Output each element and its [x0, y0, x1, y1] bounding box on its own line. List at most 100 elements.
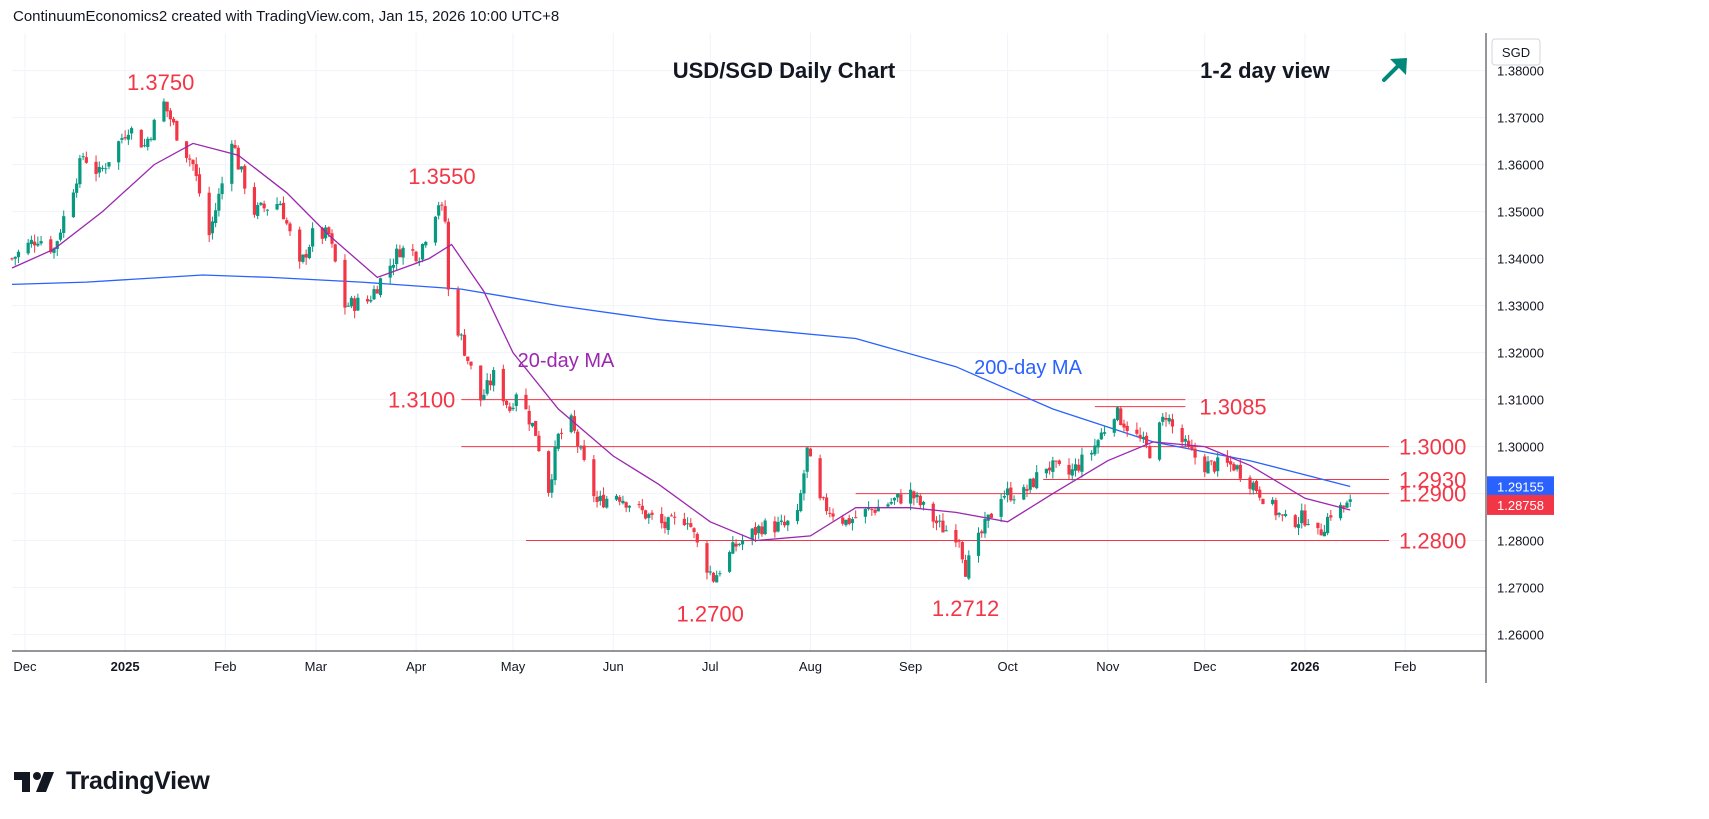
candle-body — [1248, 477, 1252, 489]
candle-body — [556, 433, 560, 449]
candle-body — [372, 289, 376, 300]
candle-body — [757, 525, 761, 534]
candle-body — [524, 394, 528, 410]
price-annotation: 1.2700 — [677, 602, 744, 627]
candle-body — [760, 526, 764, 535]
candle-body — [508, 406, 512, 411]
candle-body — [1031, 478, 1036, 488]
x-tick-label: Nov — [1096, 659, 1120, 674]
candle-body — [149, 138, 153, 140]
candle-body — [343, 259, 347, 308]
candle-body — [84, 157, 88, 163]
candle-body — [411, 249, 415, 251]
candle-body — [301, 254, 305, 262]
tradingview-logo[interactable]: TradingView — [14, 767, 210, 796]
candle-body — [1080, 454, 1084, 472]
candle-body — [1277, 512, 1281, 515]
candle-body — [1203, 456, 1207, 473]
candle-body — [492, 370, 496, 386]
candle-body — [1170, 419, 1175, 427]
candle-body — [909, 489, 913, 504]
candle-body — [58, 232, 63, 240]
candle-body — [420, 244, 425, 260]
ma-label: 20-day MA — [518, 350, 615, 372]
candle-body — [49, 239, 53, 253]
candle-body — [1216, 457, 1220, 472]
candle-body — [821, 497, 825, 499]
candle-body — [1102, 432, 1107, 434]
candle-body — [976, 532, 981, 556]
level-label: 1.3085 — [1199, 395, 1266, 420]
candle-body — [886, 504, 890, 507]
x-tick-label: Sep — [899, 659, 922, 674]
candle-body — [100, 167, 105, 169]
candle-body — [795, 510, 800, 522]
candle-body — [1345, 502, 1349, 508]
candle-body — [191, 160, 195, 165]
candle-body — [36, 243, 40, 246]
candle-body — [62, 216, 66, 233]
candle-body — [146, 138, 150, 147]
candle-body — [828, 512, 832, 514]
candle-body — [731, 542, 735, 554]
candle-body — [1300, 510, 1304, 524]
candle-body — [989, 513, 994, 518]
candle-body — [957, 540, 961, 542]
candle-body — [488, 380, 493, 386]
candle-body — [553, 447, 557, 481]
candle-body — [97, 166, 101, 173]
candle-body — [443, 206, 447, 222]
candle-body — [666, 517, 670, 531]
x-tick-label: Feb — [1394, 659, 1416, 674]
ma200-line — [11, 274, 1351, 488]
price-tag — [1487, 476, 1554, 497]
candle-body — [944, 530, 948, 532]
candle-body — [252, 187, 257, 215]
y-tick-label: 1.31000 — [1497, 393, 1544, 408]
y-tick-label: 1.27000 — [1497, 581, 1544, 596]
candle-body — [980, 531, 984, 534]
candle-body — [824, 497, 829, 512]
support-resistance-lines — [461, 399, 1390, 542]
chart-grid — [12, 33, 1486, 651]
candle-body — [456, 289, 460, 336]
candle-body — [1112, 419, 1116, 433]
candle-body — [1306, 524, 1310, 526]
candle-body — [896, 493, 900, 498]
candle-body — [55, 241, 59, 249]
candle-body — [863, 508, 867, 517]
candle-body — [1338, 504, 1343, 519]
candle-body — [718, 573, 722, 575]
level-label: 1.2800 — [1399, 529, 1466, 554]
candle-body — [1122, 423, 1126, 428]
candle-body — [107, 162, 111, 167]
candle-body — [1077, 464, 1081, 471]
ma20-series — [11, 142, 1351, 542]
candle-body — [1283, 514, 1288, 516]
candle-body — [188, 158, 192, 160]
candle-body — [1022, 487, 1026, 500]
candle-body — [1296, 524, 1301, 528]
arrow-head — [1390, 58, 1407, 75]
candle-body — [1261, 498, 1265, 505]
candle-body — [78, 158, 82, 185]
candle-body — [1319, 529, 1323, 536]
candle-body — [236, 147, 240, 170]
candle-body — [763, 520, 767, 535]
price-chart[interactable]: USD/SGD Daily Chart 1-2 day view 20-day MA… — [0, 0, 1709, 760]
candle-body — [705, 543, 709, 573]
candle-body — [39, 241, 43, 244]
tradingview-logo-icon — [14, 771, 54, 792]
candle-body — [912, 491, 916, 499]
candle-body — [10, 258, 14, 260]
candle-body — [582, 445, 586, 460]
candle-body — [685, 523, 690, 525]
candle-body — [175, 121, 179, 141]
candle-body — [259, 202, 263, 205]
candle-body — [663, 521, 667, 529]
candle-body — [120, 138, 124, 140]
tradingview-brand-text: TradingView — [66, 767, 210, 795]
candle-body — [740, 540, 745, 545]
candle-body — [437, 205, 441, 216]
candle-body — [695, 533, 699, 543]
